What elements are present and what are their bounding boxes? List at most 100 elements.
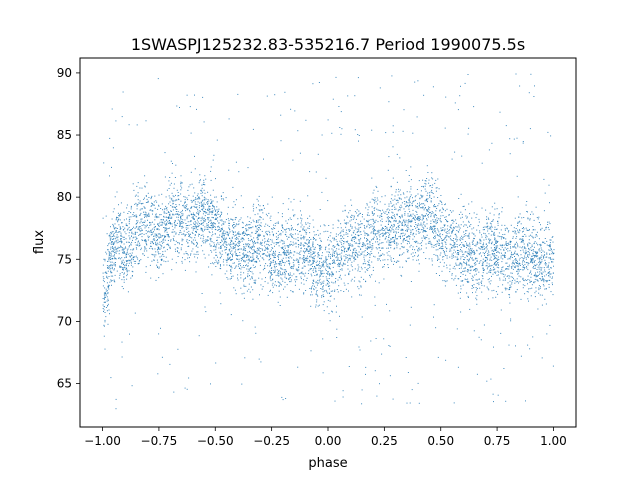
data-point	[247, 265, 249, 267]
data-point	[482, 229, 484, 231]
data-point	[321, 191, 323, 193]
data-point	[510, 241, 512, 243]
data-point	[117, 221, 119, 223]
data-point	[305, 280, 307, 282]
data-point	[462, 284, 464, 286]
data-point	[504, 228, 506, 230]
data-point	[128, 216, 130, 218]
data-point	[140, 227, 142, 229]
data-point	[469, 213, 471, 215]
data-point	[209, 245, 211, 247]
data-point	[511, 251, 512, 253]
data-point	[396, 242, 398, 244]
data-point	[513, 246, 515, 248]
data-point	[261, 245, 263, 246]
data-point	[388, 244, 390, 246]
data-point	[198, 225, 200, 226]
data-point	[119, 266, 121, 268]
data-point	[269, 276, 271, 278]
data-point	[422, 195, 424, 197]
data-point	[533, 275, 535, 276]
data-point	[302, 250, 304, 252]
data-point	[310, 249, 312, 251]
data-point	[232, 243, 234, 245]
data-point	[361, 246, 363, 247]
data-point	[531, 280, 532, 282]
data-point	[311, 256, 313, 258]
data-point	[543, 281, 545, 283]
data-point	[504, 256, 506, 258]
data-point	[347, 236, 349, 237]
data-point	[409, 238, 411, 240]
data-point	[406, 231, 408, 232]
data-point	[536, 280, 538, 282]
data-point	[260, 361, 262, 363]
data-point	[344, 241, 346, 243]
data-point	[508, 275, 510, 277]
data-point	[148, 214, 150, 216]
data-point	[305, 257, 307, 259]
data-point	[385, 228, 387, 230]
data-point	[475, 291, 477, 293]
data-point	[552, 241, 554, 243]
data-point	[219, 242, 221, 243]
data-point	[278, 274, 280, 276]
data-point	[503, 237, 505, 239]
data-point	[504, 224, 506, 226]
data-point	[290, 244, 291, 246]
data-point	[452, 267, 454, 269]
data-point	[135, 239, 137, 241]
data-point	[430, 216, 432, 218]
data-point	[119, 228, 121, 230]
data-point	[276, 242, 278, 244]
data-point	[188, 224, 190, 226]
data-point	[464, 224, 466, 226]
data-point	[231, 230, 233, 232]
data-point	[460, 256, 462, 258]
data-point	[473, 252, 475, 254]
data-point	[288, 251, 290, 253]
data-point	[460, 217, 462, 219]
data-point	[363, 218, 365, 220]
data-point	[188, 233, 190, 235]
data-point	[323, 280, 325, 282]
data-point	[133, 260, 135, 262]
data-point	[129, 218, 131, 220]
data-point	[157, 233, 159, 235]
data-point	[508, 288, 510, 290]
data-point	[273, 266, 275, 268]
data-point	[305, 233, 307, 235]
data-point	[465, 215, 467, 217]
data-point	[336, 328, 338, 330]
data-point	[486, 259, 488, 261]
data-point	[487, 250, 489, 252]
data-point	[358, 288, 360, 290]
data-point	[532, 262, 534, 264]
data-point	[490, 247, 492, 249]
data-point	[317, 264, 319, 265]
data-point	[104, 312, 106, 313]
data-point	[108, 265, 110, 267]
data-point	[109, 254, 111, 256]
data-point	[129, 245, 130, 247]
data-point	[540, 268, 542, 270]
data-point	[134, 195, 136, 197]
data-point	[211, 202, 213, 204]
data-point	[201, 195, 203, 197]
data-point	[112, 275, 114, 277]
data-point	[281, 259, 283, 261]
data-point	[537, 258, 539, 260]
data-point	[318, 245, 320, 247]
data-point	[378, 247, 380, 249]
data-point	[222, 192, 224, 194]
data-point	[246, 256, 248, 258]
data-point	[358, 229, 360, 231]
data-point	[508, 277, 510, 279]
data-point	[187, 246, 189, 247]
data-point	[226, 234, 228, 236]
data-point	[184, 219, 186, 221]
data-point	[394, 242, 395, 244]
data-point	[105, 307, 107, 308]
data-point	[230, 218, 232, 220]
